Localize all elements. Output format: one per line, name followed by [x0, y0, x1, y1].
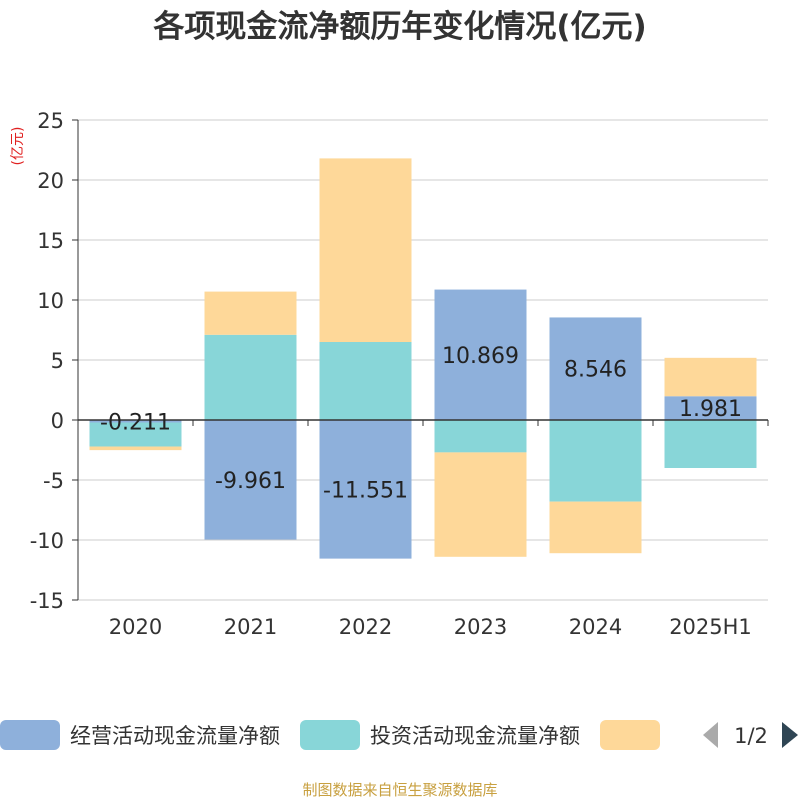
axes-group: 25 20 15 10 5 0 -5 -10 -15 2020 2021 2022 2023 2024 20… — [30, 109, 769, 639]
y-tick-label: 10 — [37, 289, 64, 313]
data-label: -0.211 — [100, 410, 171, 435]
legend-swatch-1 — [0, 720, 60, 750]
x-tick-label: 2020 — [109, 615, 162, 639]
bar-series1-2025H1 — [664, 396, 757, 420]
bar-series2-2020 — [89, 422, 182, 447]
legend-next-page-icon[interactable] — [782, 722, 798, 748]
x-tick-label: 2021 — [224, 615, 277, 639]
bar-series1-2020 — [89, 420, 182, 423]
bar-series1-2024 — [549, 317, 642, 420]
legend-swatch-3 — [600, 720, 660, 750]
x-tick-label: 2025H1 — [669, 615, 752, 639]
bar-series3-2021 — [204, 291, 297, 335]
x-tick-label: 2022 — [339, 615, 392, 639]
bar-series1-2021 — [204, 420, 297, 540]
y-tick-label: 0 — [51, 409, 64, 433]
legend-label-2: 投资活动现金流量净额 — [370, 724, 580, 748]
bar-series1-2022 — [319, 420, 412, 559]
bars-group — [89, 158, 757, 559]
y-tick-label: 25 — [37, 109, 64, 133]
legend-label-1: 经营活动现金流量净额 — [70, 724, 280, 748]
bar-series3-2025H1 — [664, 357, 757, 397]
legend-prev-page-icon[interactable] — [703, 722, 718, 748]
grid-lines — [78, 119, 768, 601]
y-tick-label: 5 — [51, 349, 64, 373]
bar-series3-2022 — [319, 158, 412, 342]
legend-swatch-2 — [300, 720, 360, 750]
y-axis-unit-label: (亿元) — [10, 127, 26, 166]
data-label: -9.961 — [215, 469, 286, 494]
bar-series2-2022 — [319, 342, 412, 420]
data-label: -11.551 — [323, 478, 408, 503]
bar-series2-2023 — [434, 420, 527, 453]
data-labels-group: -0.211 -9.961 -11.551 10.869 8.546 1.981 — [100, 344, 742, 504]
bar-series3-2023 — [434, 452, 527, 557]
bar-series3-2020 — [89, 446, 182, 451]
source-footer: 制图数据来自恒生聚源数据库 — [302, 781, 497, 799]
y-tick-label: -10 — [30, 529, 64, 553]
bar-series2-2025H1 — [664, 420, 757, 468]
data-label: 1.981 — [679, 397, 742, 422]
x-tick-label: 2023 — [454, 615, 507, 639]
data-label: 8.546 — [564, 358, 627, 383]
y-tick-label: 20 — [37, 169, 64, 193]
legend-page-indicator: 1/2 — [734, 724, 768, 748]
y-tick-label: -15 — [30, 589, 64, 613]
data-label: 10.869 — [442, 344, 519, 369]
y-tick-label: -5 — [43, 469, 64, 493]
bar-series3-2024 — [549, 501, 642, 554]
x-tick-label: 2024 — [569, 615, 622, 639]
bar-series2-2024 — [549, 420, 642, 502]
bar-series1-2023 — [434, 289, 527, 420]
legend: 经营活动现金流量净额 投资活动现金流量净额 1/2 — [0, 720, 798, 750]
chart-title: 各项现金流净额历年变化情况(亿元) — [152, 9, 646, 45]
y-tick-label: 15 — [37, 229, 64, 253]
bar-series2-2021 — [204, 334, 297, 420]
